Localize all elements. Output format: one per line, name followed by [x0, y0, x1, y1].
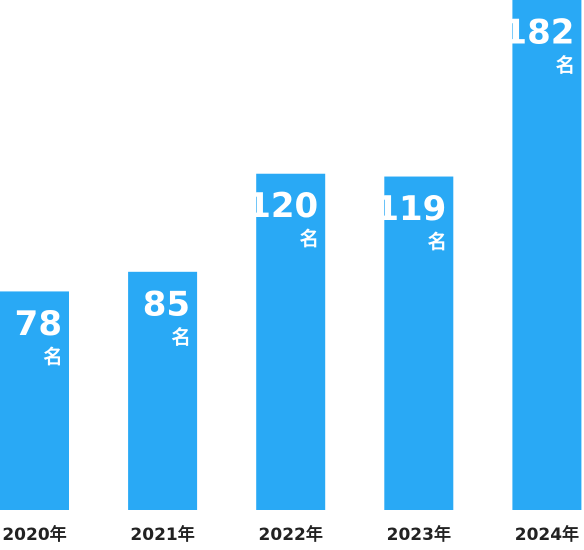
- value-label: 120: [247, 186, 318, 226]
- bar: [0, 291, 69, 510]
- unit-label: 名: [43, 345, 62, 368]
- x-tick-label: 2022年: [259, 524, 323, 545]
- value-label: 119: [375, 189, 446, 229]
- unit-label: 名: [428, 230, 447, 253]
- unit-label: 名: [172, 325, 191, 348]
- value-label: 85: [143, 284, 190, 324]
- x-tick-label: 2024年: [515, 524, 579, 545]
- x-tick-label: 2023年: [387, 524, 451, 545]
- x-tick-label: 2021年: [130, 524, 194, 545]
- bar: [512, 0, 582, 510]
- unit-label: 名: [556, 54, 575, 77]
- unit-label: 名: [300, 227, 319, 250]
- x-tick-label: 2020年: [2, 524, 66, 545]
- bar: [128, 271, 198, 510]
- bar: [384, 176, 454, 511]
- bar: [256, 173, 326, 510]
- value-label: 182: [503, 13, 574, 53]
- value-label: 78: [15, 304, 62, 344]
